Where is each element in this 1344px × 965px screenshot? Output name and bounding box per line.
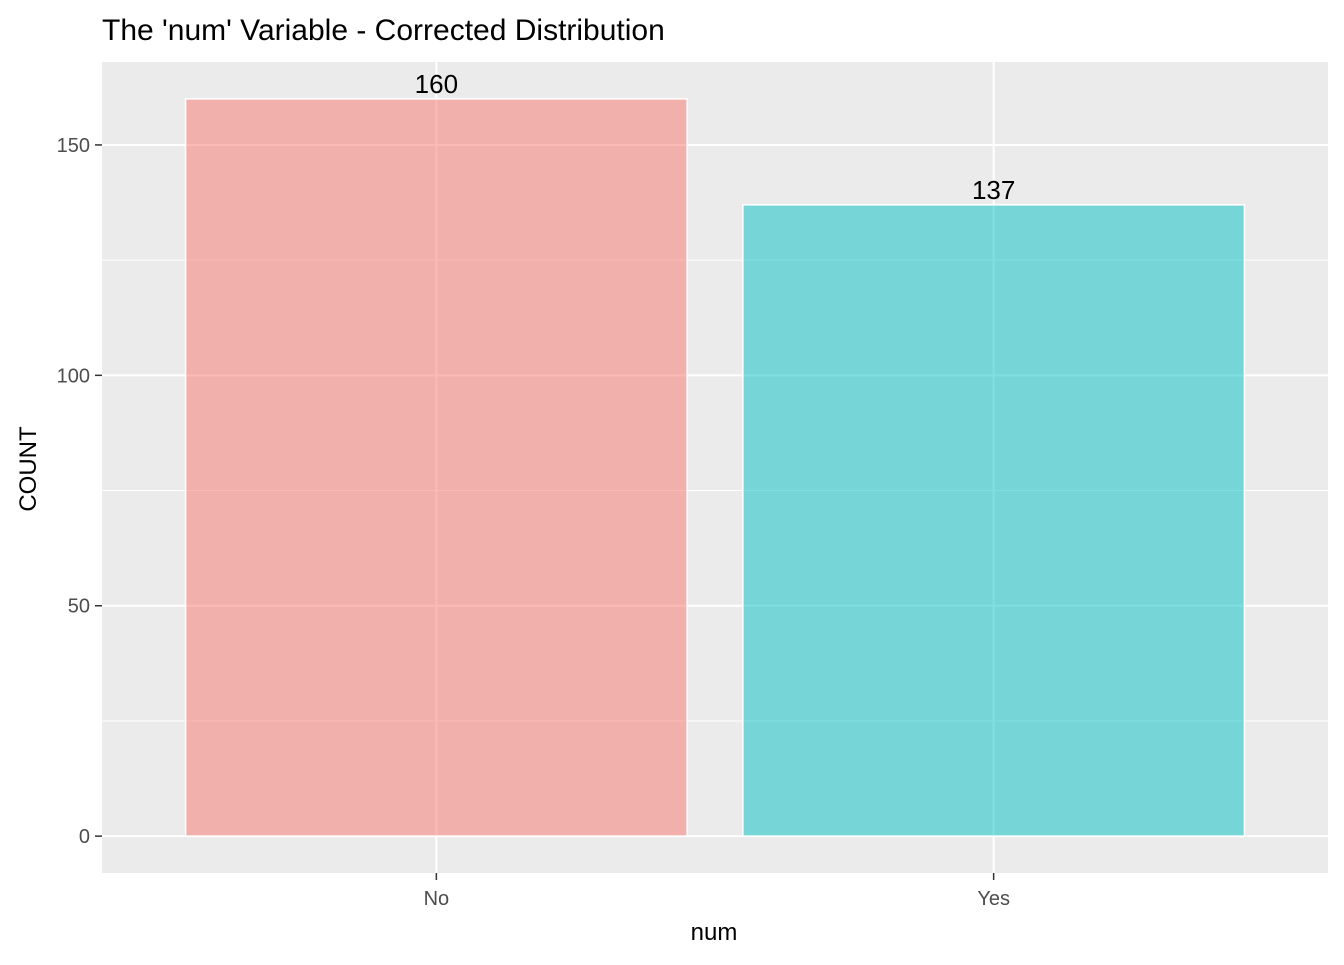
x-axis: No Yes	[424, 873, 1010, 910]
y-tick-label: 150	[57, 135, 90, 157]
data-label-yes: 137	[972, 175, 1015, 205]
y-tick-label: 100	[57, 365, 90, 387]
bar-yes	[742, 204, 1246, 837]
x-tick-label-no: No	[424, 888, 450, 910]
y-tick-label: 50	[68, 596, 90, 618]
x-tick-label-yes: Yes	[977, 888, 1010, 910]
y-tick-label: 0	[79, 826, 90, 848]
bar-no	[184, 98, 688, 837]
y-axis: 0 50 100 150	[57, 135, 102, 848]
chart-title: The 'num' Variable - Corrected Distribut…	[102, 14, 665, 47]
x-axis-title: num	[691, 919, 738, 946]
data-labels: 160 137	[415, 69, 1016, 205]
y-axis-title: COUNT	[15, 426, 42, 512]
bars	[184, 98, 1246, 837]
data-label-no: 160	[415, 69, 458, 99]
